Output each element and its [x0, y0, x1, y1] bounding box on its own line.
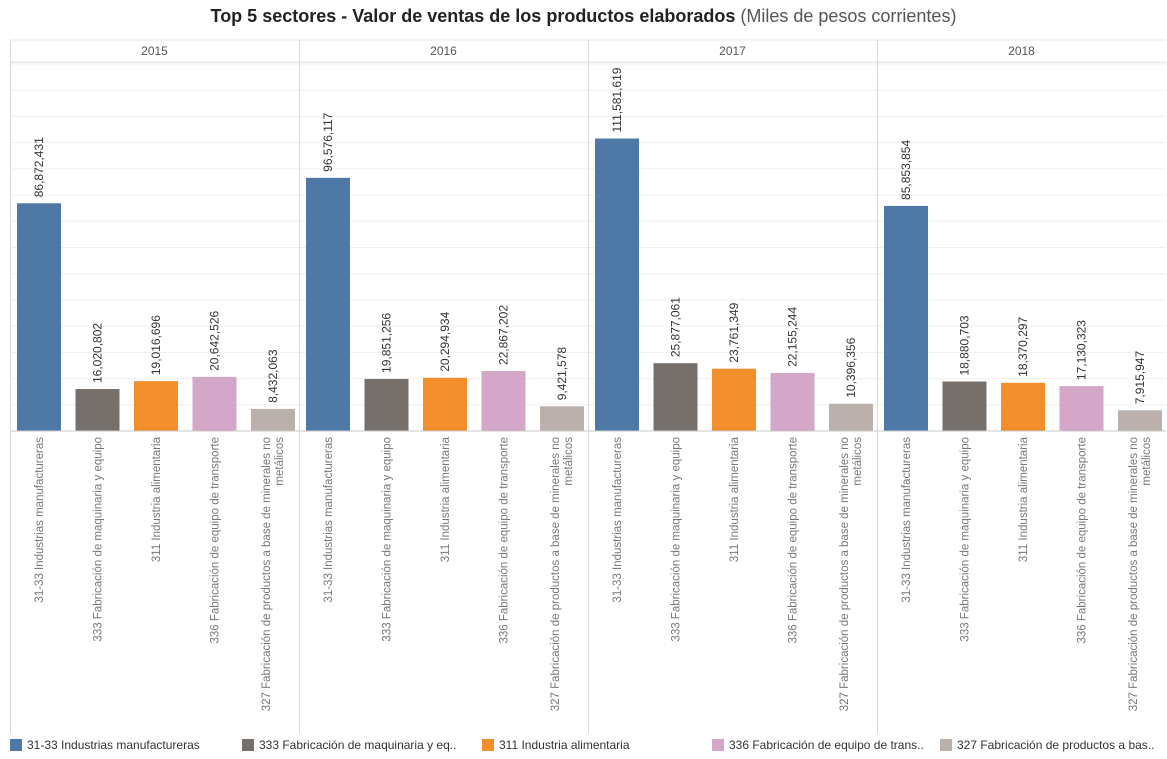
- legend-label: 31-33 Industrias manufactureras: [27, 738, 200, 752]
- category-tick-label: 336 Fabricación de equipo de transporte: [1077, 437, 1089, 644]
- legend-swatch: [10, 739, 22, 751]
- data-label: 9,421,578: [555, 347, 569, 401]
- panel-header-label: 2016: [430, 44, 457, 58]
- bar: [595, 138, 639, 431]
- bar: [653, 363, 698, 431]
- category-tick-label: 327 Fabricación de productos a base de m…: [1128, 437, 1140, 711]
- chart-legend: 31-33 Industrias manufactureras 333 Fabri…: [10, 738, 1160, 756]
- legend-label: 333 Fabricación de maquinaria y eq..: [259, 738, 457, 752]
- category-tick-label: 31-33 Industrias manufactureras: [34, 437, 46, 603]
- data-label: 19,016,696: [149, 315, 163, 375]
- bar: [481, 371, 526, 431]
- data-label: 20,642,526: [208, 311, 222, 371]
- data-label: 10,396,356: [844, 337, 858, 397]
- legend-swatch: [712, 739, 724, 751]
- legend-item: 327 Fabricación de productos a bas..: [940, 738, 1154, 752]
- bar: [770, 372, 815, 431]
- category-tick-label: 327 Fabricación de productos a base de m…: [550, 437, 562, 711]
- data-label: 25,877,061: [669, 297, 683, 357]
- category-tick-label: 336 Fabricación de equipo de transporte: [210, 437, 222, 644]
- legend-swatch: [940, 739, 952, 751]
- legend-item: 333 Fabricación de maquinaria y eq..: [242, 738, 456, 752]
- data-label: 18,370,297: [1016, 316, 1030, 376]
- category-tick-label: 31-33 Industrias manufactureras: [901, 437, 913, 603]
- category-tick-label: 327 Fabricación de productos a base de m…: [261, 437, 273, 711]
- legend-item: 336 Fabricación de equipo de trans..: [712, 738, 924, 752]
- legend-swatch: [242, 739, 254, 751]
- category-tick-label: metálicos: [852, 437, 864, 486]
- data-label: 23,761,349: [727, 302, 741, 362]
- data-label: 22,867,202: [497, 305, 511, 365]
- chart-title-main: Top 5 sectores - Valor de ventas de los …: [210, 6, 736, 26]
- legend-item: 31-33 Industrias manufactureras: [10, 738, 200, 752]
- category-tick-label: metálicos: [1141, 437, 1153, 486]
- legend-label: 336 Fabricación de equipo de trans..: [729, 738, 924, 752]
- data-label: 111,581,619: [610, 67, 624, 132]
- category-tick-label: 311 Industria alimentaria: [151, 436, 163, 562]
- bar: [306, 177, 350, 431]
- category-tick-label: 311 Industria alimentaria: [1018, 436, 1030, 562]
- bar: [75, 389, 120, 431]
- bar: [134, 381, 178, 431]
- bar: [884, 205, 928, 431]
- bar: [1001, 382, 1045, 431]
- category-tick-label: 333 Fabricación de maquinaria y equipo: [93, 437, 105, 642]
- data-label: 86,872,431: [32, 137, 46, 197]
- category-tick-label: 31-33 Industrias manufactureras: [612, 437, 624, 603]
- bar: [1059, 386, 1104, 431]
- bar: [942, 381, 987, 431]
- bar-chart: 2015 86,872,431 31-33 Industrias manufactu…: [10, 39, 1166, 733]
- bar: [712, 368, 756, 431]
- chart-title: Top 5 sectores - Valor de ventas de los …: [0, 6, 1167, 27]
- bar: [192, 376, 237, 431]
- data-label: 96,576,117: [321, 112, 335, 171]
- data-label: 7,915,947: [1133, 351, 1147, 405]
- data-label: 17,130,323: [1075, 320, 1089, 380]
- category-tick-label: 333 Fabricación de maquinaria y equipo: [671, 437, 683, 642]
- bar: [251, 408, 295, 431]
- bar: [423, 377, 467, 431]
- bar: [364, 378, 409, 431]
- category-tick-label: metálicos: [274, 437, 286, 486]
- category-tick-label: 327 Fabricación de productos a base de m…: [839, 437, 851, 711]
- category-tick-label: 336 Fabricación de equipo de transporte: [788, 437, 800, 644]
- category-tick-label: 311 Industria alimentaria: [729, 436, 741, 562]
- legend-item: 311 Industria alimentaria: [482, 738, 630, 752]
- bar: [17, 203, 61, 431]
- chart-title-subtitle: (Miles de pesos corrientes): [740, 6, 957, 26]
- data-label: 18,880,703: [958, 315, 972, 375]
- legend-label: 311 Industria alimentaria: [499, 738, 630, 752]
- data-label: 85,853,854: [899, 140, 913, 200]
- bar: [829, 403, 873, 431]
- data-label: 19,851,256: [380, 313, 394, 373]
- legend-swatch: [482, 739, 494, 751]
- data-label: 22,155,244: [786, 307, 800, 367]
- category-tick-label: 311 Industria alimentaria: [440, 436, 452, 562]
- category-tick-label: 336 Fabricación de equipo de transporte: [499, 437, 511, 644]
- bar: [540, 406, 584, 431]
- panel-header-label: 2018: [1008, 44, 1035, 58]
- panel-header-label: 2017: [719, 44, 746, 58]
- bar: [1118, 410, 1162, 431]
- category-tick-label: 333 Fabricación de maquinaria y equipo: [960, 437, 972, 642]
- data-label: 16,020,802: [91, 323, 105, 383]
- data-label: 20,294,934: [438, 311, 452, 371]
- panel-header-label: 2015: [141, 44, 168, 58]
- category-tick-label: 31-33 Industrias manufactureras: [323, 437, 335, 603]
- category-tick-label: metálicos: [563, 437, 575, 486]
- data-label: 8,432,063: [266, 349, 280, 403]
- category-tick-label: 333 Fabricación de maquinaria y equipo: [382, 437, 394, 642]
- legend-label: 327 Fabricación de productos a bas..: [957, 738, 1155, 752]
